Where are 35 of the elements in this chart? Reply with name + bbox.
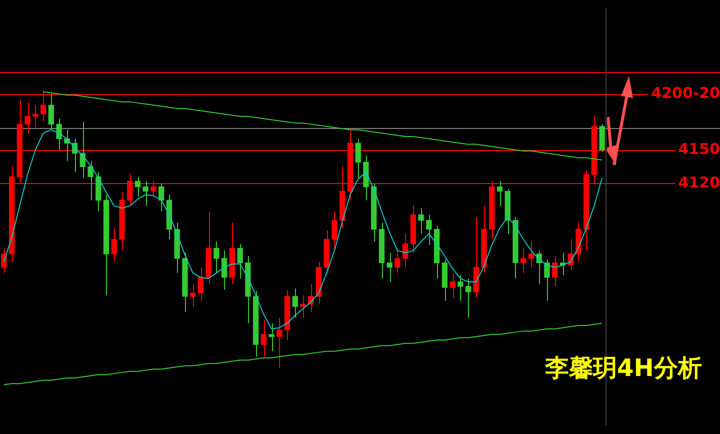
- candlestick: [198, 266, 204, 302]
- candlestick: [300, 294, 306, 318]
- y-tick-label: 4120: [678, 173, 720, 192]
- y-tick-label: 4150: [678, 140, 720, 158]
- candlestick: [190, 284, 196, 307]
- candlestick: [24, 102, 30, 134]
- candlestick: [214, 241, 220, 274]
- candlestick: [56, 118, 62, 150]
- candlestick: [88, 160, 94, 201]
- candlestick: [426, 214, 432, 246]
- candlestick: [552, 256, 558, 287]
- candlestick: [355, 138, 361, 178]
- candlestick: [158, 182, 164, 212]
- candlestick: [386, 252, 392, 282]
- candlestick: [450, 272, 456, 298]
- candlestick: [111, 228, 117, 262]
- candlestick: [237, 243, 243, 280]
- candlestick: [465, 278, 472, 318]
- candlestick: [268, 322, 274, 352]
- y-tick-label: 4200-20: [651, 84, 720, 102]
- candlestick: [332, 210, 338, 252]
- candlestick: [134, 176, 141, 198]
- candlestick: [142, 180, 148, 206]
- candlestick: [292, 288, 298, 318]
- candlestick: [260, 319, 266, 358]
- candlestick: [458, 274, 464, 302]
- candlestick: [544, 258, 550, 302]
- candlestick: [528, 241, 534, 268]
- candlestick: [418, 208, 424, 234]
- annotation: 李馨玥4H分析: [545, 353, 702, 384]
- candlestick: [394, 248, 400, 274]
- candlestick: [276, 317, 282, 368]
- candlestick: [520, 248, 526, 274]
- candlestick: [496, 180, 503, 206]
- candlestick: [221, 250, 228, 290]
